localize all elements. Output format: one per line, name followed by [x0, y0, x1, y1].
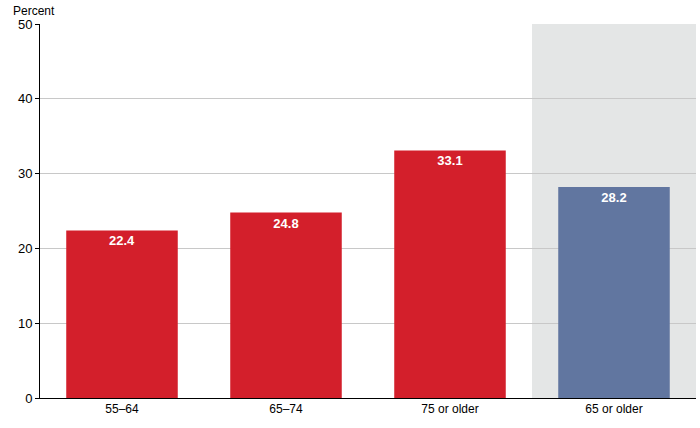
svg-text:Percent: Percent [13, 4, 55, 18]
svg-text:24.8: 24.8 [273, 216, 298, 231]
svg-text:22.4: 22.4 [109, 233, 135, 248]
svg-text:28.2: 28.2 [601, 190, 626, 205]
svg-text:30: 30 [18, 166, 32, 181]
svg-text:75 or older: 75 or older [421, 402, 478, 416]
svg-text:0: 0 [25, 391, 32, 406]
svg-text:33.1: 33.1 [437, 153, 462, 168]
svg-text:20: 20 [18, 241, 32, 256]
svg-text:10: 10 [18, 316, 32, 331]
svg-text:55–64: 55–64 [105, 402, 139, 416]
svg-text:65 or older: 65 or older [585, 402, 642, 416]
svg-text:40: 40 [18, 91, 32, 106]
svg-text:50: 50 [18, 17, 32, 32]
svg-text:65–74: 65–74 [269, 402, 303, 416]
